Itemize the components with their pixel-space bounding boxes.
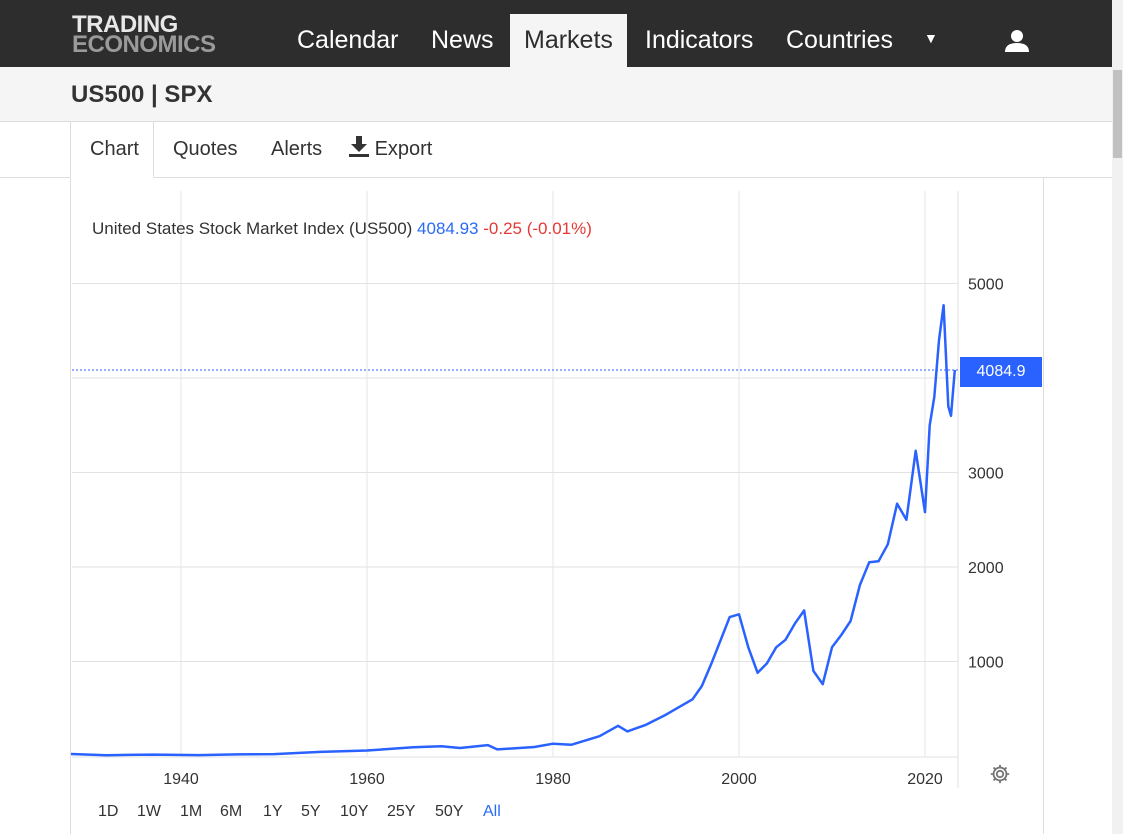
current-price-tag: 4084.9 xyxy=(960,357,1042,387)
symbol-header: US500 | SPX xyxy=(0,67,1112,122)
range-1y[interactable]: 1Y xyxy=(263,803,283,820)
page-title: US500 | SPX xyxy=(71,81,213,108)
nav-item-news[interactable]: News xyxy=(431,26,494,54)
gear-icon[interactable] xyxy=(989,763,1011,785)
nav-item-countries[interactable]: Countries xyxy=(786,26,893,54)
logo-line-2: ECONOMICS xyxy=(72,31,216,58)
y-tick-label: 5000 xyxy=(968,277,1004,294)
y-tick-label: 3000 xyxy=(968,466,1004,483)
range-25y[interactable]: 25Y xyxy=(387,803,416,820)
tab-export-label: Export xyxy=(374,138,433,160)
chart-panel: 1940 1960 1980 2000 2020 1000 2000 3000 5000 Uni… xyxy=(70,178,1044,834)
series-line xyxy=(71,303,957,757)
nav-item-indicators[interactable]: Indicators xyxy=(645,26,754,54)
range-6m[interactable]: 6M xyxy=(220,803,243,820)
logo-line-1: TRADING xyxy=(72,11,178,38)
range-1w[interactable]: 1W xyxy=(137,803,161,820)
x-tick-label: 1960 xyxy=(349,771,385,788)
x-tick-label: 1940 xyxy=(163,771,199,788)
price-chart[interactable]: 1940 1960 1980 2000 2020 1000 2000 3000 5000 xyxy=(71,178,1043,834)
index-name: United States Stock Market Index (US500) xyxy=(92,219,413,238)
tab-chart[interactable]: Chart xyxy=(70,122,154,178)
caret-down-icon[interactable]: ▼ xyxy=(924,30,938,46)
trading-economics-logo[interactable]: TRADING ECONOMICS xyxy=(72,11,216,58)
index-change: -0.25 (-0.01%) xyxy=(483,219,592,238)
y-tick-label: 2000 xyxy=(968,560,1004,577)
chart-headline: United States Stock Market Index (US500)… xyxy=(92,219,592,239)
x-tick-label: 2020 xyxy=(907,771,943,788)
y-tick-label: 1000 xyxy=(968,655,1004,672)
top-nav: TRADING ECONOMICS Calendar News Markets … xyxy=(0,0,1112,67)
x-tick-label: 1980 xyxy=(535,771,571,788)
x-tick-label: 2000 xyxy=(721,771,757,788)
tab-alerts[interactable]: Alerts xyxy=(271,138,323,160)
tab-quotes[interactable]: Quotes xyxy=(173,138,238,160)
range-10y[interactable]: 10Y xyxy=(340,803,369,820)
tab-export[interactable]: Export xyxy=(349,122,432,177)
range-1m[interactable]: 1M xyxy=(180,803,203,820)
plot-area xyxy=(72,191,958,757)
range-1d[interactable]: 1D xyxy=(98,803,119,820)
range-5y[interactable]: 5Y xyxy=(301,803,321,820)
nav-item-calendar[interactable]: Calendar xyxy=(297,26,399,54)
scrollbar-thumb[interactable] xyxy=(1113,70,1122,158)
range-all[interactable]: All xyxy=(483,803,501,820)
page-scrollbar[interactable] xyxy=(1112,0,1123,834)
range-50y[interactable]: 50Y xyxy=(435,803,464,820)
download-icon xyxy=(349,136,369,157)
nav-item-markets[interactable]: Markets xyxy=(510,14,627,67)
user-icon[interactable] xyxy=(1004,28,1030,54)
index-value: 4084.93 xyxy=(417,219,479,238)
tab-bar: Chart Quotes Alerts Export xyxy=(0,122,1112,178)
